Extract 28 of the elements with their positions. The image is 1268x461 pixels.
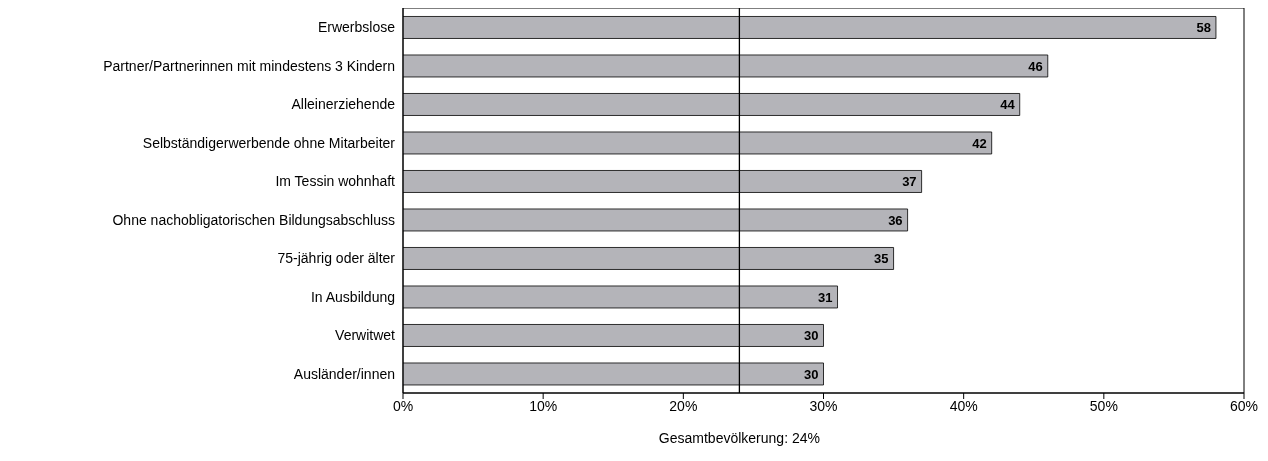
- ref-line-label: Gesamtbevölkerung: 24%: [658, 430, 820, 446]
- y-tick-label: 75-jährig oder älter: [277, 250, 396, 267]
- data-label: 36: [888, 212, 903, 228]
- y-tick-label: Im Tessin wohnhaft: [275, 173, 396, 190]
- data-label: 46: [1028, 58, 1043, 74]
- data-label: 42: [972, 135, 987, 151]
- x-tick-label: 60%: [1229, 397, 1259, 414]
- y-tick-label: Selbständigerwerbende ohne Mitarbeiter: [142, 134, 396, 151]
- x-tick-label: 0%: [392, 397, 414, 414]
- y-tick-label: Ausländer/innen: [293, 365, 395, 382]
- data-label: 58: [1196, 20, 1211, 36]
- x-tick-label: 10%: [529, 397, 558, 414]
- data-label: 44: [1000, 97, 1016, 113]
- y-tick-label: Partner/Partnerinnen mit mindestens 3 Kindern: [103, 57, 395, 74]
- y-tick-label: In Ausbildung: [310, 288, 395, 305]
- data-label: 30: [804, 366, 819, 382]
- y-tick-label: Erwerbslose: [317, 19, 396, 36]
- x-tick-label: 20%: [669, 397, 698, 414]
- x-tick-label: 30%: [809, 397, 838, 414]
- data-label: 35: [874, 251, 889, 267]
- data-label: 37: [902, 174, 917, 190]
- y-tick-label: Verwitwet: [335, 327, 396, 344]
- data-label: 30: [804, 328, 819, 344]
- y-tick-label: Ohne nachobligatorischen Bildungsabschluss: [112, 211, 395, 228]
- x-tick-label: 40%: [949, 397, 978, 414]
- x-tick-label: 50%: [1089, 397, 1118, 414]
- y-tick-label: Alleinerziehende: [291, 96, 396, 113]
- data-label: 31: [818, 289, 833, 305]
